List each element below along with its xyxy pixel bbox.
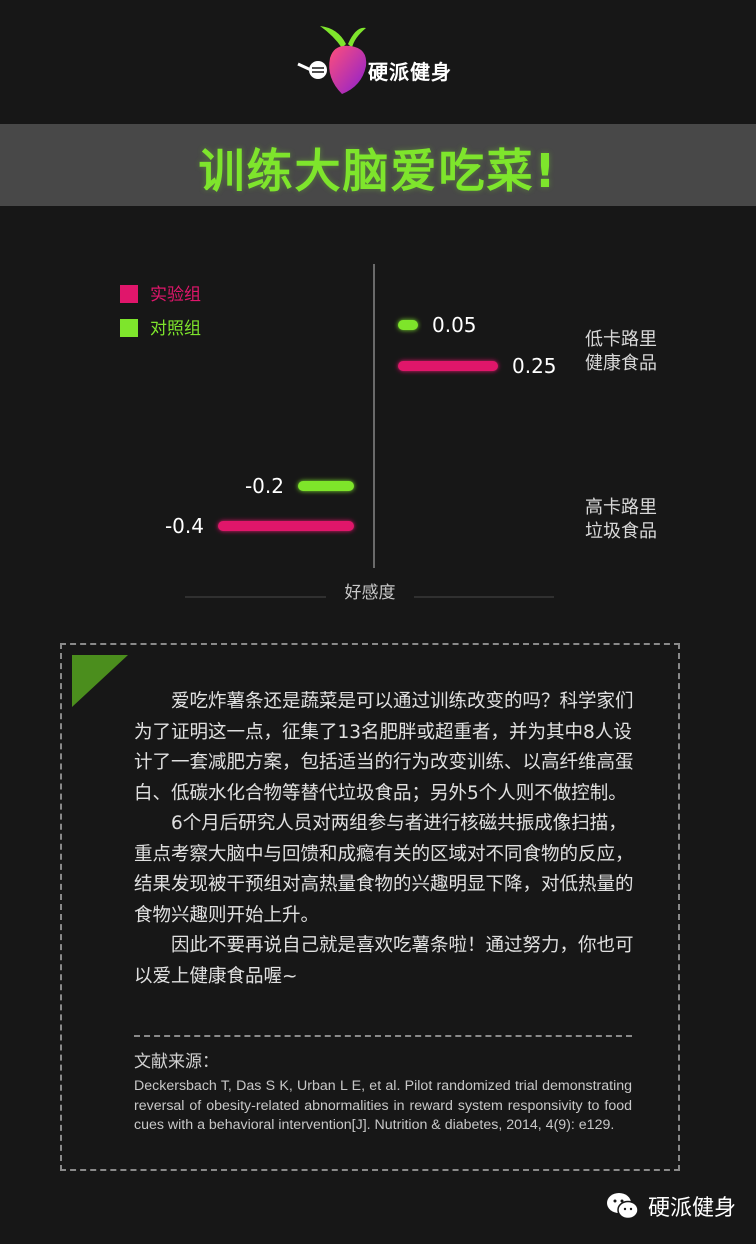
bar-value-label: -0.2 bbox=[245, 474, 284, 498]
legend-label: 实验组 bbox=[150, 285, 201, 305]
bar-experimental-0 bbox=[398, 361, 498, 371]
reference-citation: Deckersbach T, Das S K, Urban L E, et al… bbox=[134, 1078, 632, 1133]
category-label: 健康食品 bbox=[585, 353, 657, 374]
bar-control-1 bbox=[298, 481, 354, 491]
bar-experimental-1 bbox=[218, 521, 354, 531]
article-paragraph: 爱吃炸薯条还是蔬菜是可以通过训练改变的吗？科学家们为了证明这一点，征集了13名肥… bbox=[134, 691, 634, 804]
title-banner bbox=[0, 124, 756, 206]
wechat-icon bbox=[606, 1193, 639, 1220]
article-paragraph: 因此不要再说自己就是喜欢吃薯条啦！通过努力，你也可以爱上健康食品喔~ bbox=[134, 935, 634, 987]
bar-value-label: -0.4 bbox=[165, 514, 204, 538]
legend-swatch bbox=[120, 285, 138, 303]
category-label: 低卡路里 bbox=[585, 329, 657, 350]
article-body: 爱吃炸薯条还是蔬菜是可以通过训练改变的吗？科学家们为了证明这一点，征集了13名肥… bbox=[134, 687, 634, 992]
brand-logo bbox=[297, 26, 367, 94]
divider bbox=[134, 1035, 632, 1037]
article-panel: 爱吃炸薯条还是蔬菜是可以通过训练改变的吗？科学家们为了证明这一点，征集了13名肥… bbox=[60, 643, 680, 1171]
reference-title: 文献来源： bbox=[134, 1052, 219, 1072]
watermark-text: 硬派健身 bbox=[647, 1196, 736, 1221]
brand-name: 硬派健身 bbox=[368, 60, 452, 84]
bar-value-label: 0.05 bbox=[432, 313, 477, 337]
corner-triangle-icon bbox=[72, 655, 128, 707]
bar-value-label: 0.25 bbox=[512, 354, 557, 378]
x-axis-label: 好感度 bbox=[345, 583, 396, 603]
legend-swatch bbox=[120, 319, 138, 337]
article-paragraph: 6个月后研究人员对两组参与者进行核磁共振成像扫描，重点考察大脑中与回馈和成瘾有关… bbox=[134, 813, 634, 926]
page-title: 训练大脑爱吃菜! bbox=[198, 144, 558, 198]
watermark: 硬派健身 bbox=[606, 1190, 736, 1222]
legend-label: 对照组 bbox=[150, 319, 201, 339]
category-label: 垃圾食品 bbox=[585, 521, 657, 542]
category-label: 高卡路里 bbox=[585, 497, 657, 518]
bar-control-0 bbox=[398, 320, 418, 330]
